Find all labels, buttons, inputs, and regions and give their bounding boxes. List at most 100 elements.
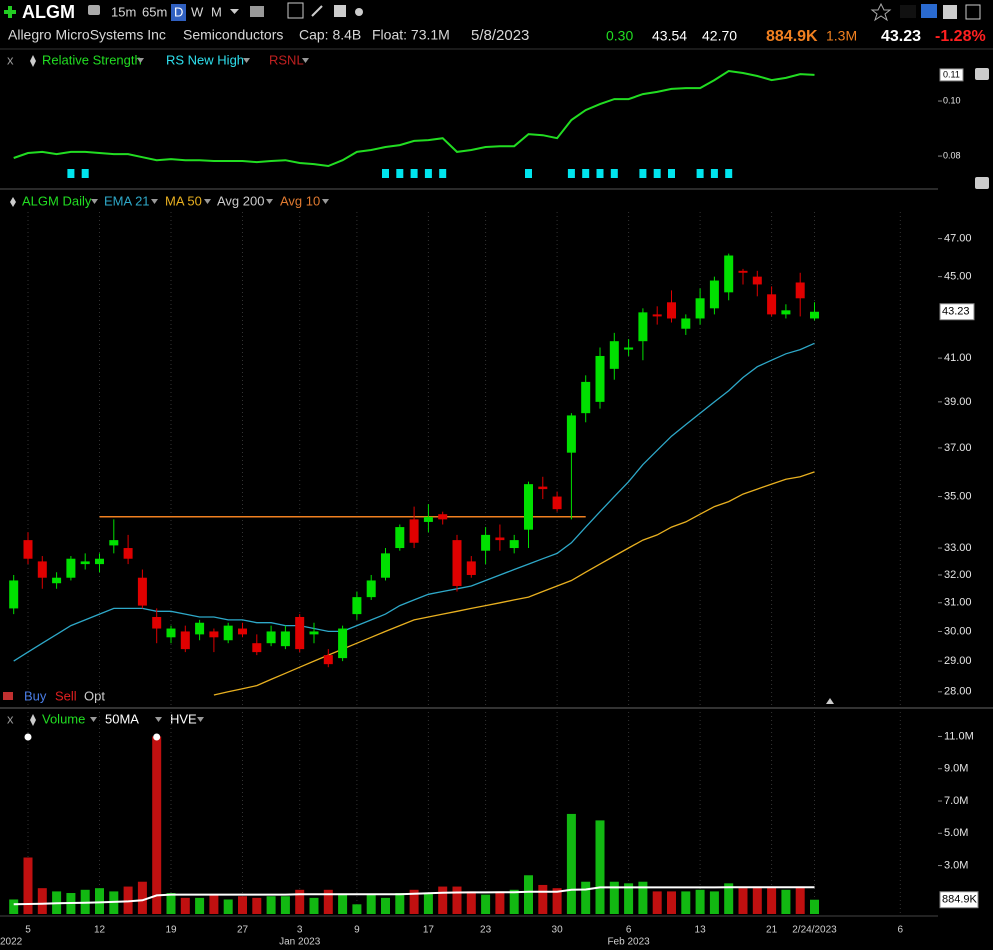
- dropdown[interactable]: [322, 199, 329, 204]
- volume-bar: [810, 899, 819, 914]
- candle-body: [409, 519, 419, 543]
- interval[interactable]: D: [174, 4, 183, 19]
- buy-button[interactable]: Buy: [24, 688, 47, 703]
- add-icon[interactable]: [4, 6, 16, 18]
- icon[interactable]: [943, 5, 957, 19]
- candle-body: [338, 628, 348, 659]
- pct-change: -1.28%: [935, 28, 986, 45]
- legend-item[interactable]: Volume: [42, 711, 85, 726]
- icon[interactable]: [10, 197, 16, 207]
- close-panel[interactable]: x: [7, 711, 14, 726]
- legend-item[interactable]: Avg 10: [280, 193, 320, 208]
- rs-new-high: [610, 169, 618, 178]
- interval[interactable]: 15m: [111, 4, 136, 19]
- x-tick-label: 13: [695, 925, 707, 936]
- legend-item[interactable]: Relative Strength: [42, 52, 142, 67]
- volume-bar: [795, 886, 805, 914]
- dropdown[interactable]: [90, 717, 97, 722]
- icon[interactable]: [30, 55, 36, 67]
- legend-item[interactable]: ALGM Daily: [22, 193, 92, 208]
- change: 0.30: [606, 28, 633, 44]
- rs-new-high: [653, 169, 661, 178]
- dropdown[interactable]: [243, 58, 250, 63]
- dropdown[interactable]: [91, 199, 98, 204]
- last-price: 43.23: [881, 28, 921, 45]
- dropdown[interactable]: [197, 717, 204, 722]
- volume: 884.9K: [766, 28, 818, 45]
- candle-body: [495, 537, 505, 541]
- icon[interactable]: [311, 5, 323, 17]
- icon[interactable]: [3, 692, 13, 700]
- dropdown[interactable]: [230, 9, 239, 14]
- dropdown[interactable]: [137, 58, 144, 63]
- x-tick-label: 30: [552, 925, 564, 936]
- interval[interactable]: M: [211, 4, 222, 19]
- y-tick-label: 33.00: [944, 542, 972, 554]
- interval[interactable]: 65m: [142, 4, 167, 19]
- year-label: 2022: [0, 937, 23, 948]
- scroll-button[interactable]: [975, 68, 989, 80]
- volume-bar: [724, 883, 734, 914]
- legend-item[interactable]: Avg 200: [217, 193, 264, 208]
- rs-new-high: [725, 169, 733, 178]
- volume-bar: [9, 899, 19, 914]
- volume-bar: [23, 857, 33, 914]
- legend-item[interactable]: MA 50: [165, 193, 202, 208]
- icon[interactable]: [965, 4, 981, 20]
- dropdown[interactable]: [204, 199, 211, 204]
- dropdown[interactable]: [302, 58, 309, 63]
- candle-body: [309, 631, 319, 635]
- y-tick-label: 41.00: [944, 352, 972, 364]
- icon[interactable]: [355, 8, 363, 16]
- dropdown[interactable]: [151, 199, 158, 204]
- scroll-arrow[interactable]: [826, 698, 834, 704]
- icon[interactable]: [334, 5, 346, 17]
- interval[interactable]: W: [191, 4, 204, 19]
- y-tick-label: 0.10: [943, 95, 961, 105]
- ema21-line: [13, 342, 815, 662]
- last-volume-label: 884.9K: [942, 894, 978, 906]
- options-button[interactable]: Opt: [84, 688, 105, 703]
- close-panel[interactable]: x: [7, 52, 14, 67]
- icon[interactable]: [921, 4, 937, 18]
- legend-item[interactable]: RSNL: [269, 52, 304, 67]
- rs-new-high: [567, 169, 575, 178]
- candle-body: [180, 631, 190, 650]
- icon[interactable]: [88, 5, 100, 15]
- candle-body: [481, 534, 491, 551]
- sell-button[interactable]: Sell: [55, 688, 77, 703]
- icon[interactable]: [250, 6, 264, 17]
- hve-marker: [24, 733, 32, 741]
- candle-body: [624, 347, 634, 350]
- legend-item[interactable]: HVE: [170, 711, 197, 726]
- volume-bar: [709, 891, 719, 914]
- candle-body: [23, 540, 33, 559]
- rs-new-high: [596, 169, 604, 178]
- y-tick-label: 35.00: [944, 490, 972, 502]
- legend-item[interactable]: RS New High: [166, 52, 244, 67]
- scroll-button[interactable]: [975, 177, 989, 189]
- symbol[interactable]: ALGM: [22, 2, 75, 22]
- icon[interactable]: [870, 2, 892, 22]
- x-tick-sublabel: Jan 2023: [279, 937, 321, 948]
- x-tick-label: 3: [297, 925, 303, 936]
- legend-item[interactable]: EMA 21: [104, 193, 150, 208]
- y-tick-label: 31.00: [944, 597, 972, 609]
- candle-body: [366, 580, 376, 598]
- dropdown[interactable]: [266, 199, 273, 204]
- volume-bar: [509, 889, 519, 914]
- avg-volume: 1.3M: [826, 28, 857, 44]
- icon[interactable]: [30, 714, 36, 726]
- date: 5/8/2023: [471, 27, 529, 44]
- x-tick-sublabel: Feb 2023: [607, 937, 650, 948]
- icon[interactable]: [287, 2, 304, 19]
- hve-marker: [153, 733, 161, 741]
- volume-bar: [37, 888, 47, 914]
- dropdown[interactable]: [155, 717, 162, 722]
- volume-bar: [152, 736, 162, 914]
- candle-body: [209, 631, 219, 638]
- volume-bar: [123, 886, 133, 914]
- legend-item[interactable]: 50MA: [105, 711, 139, 726]
- icon[interactable]: [900, 5, 916, 18]
- high: 43.54: [652, 28, 687, 44]
